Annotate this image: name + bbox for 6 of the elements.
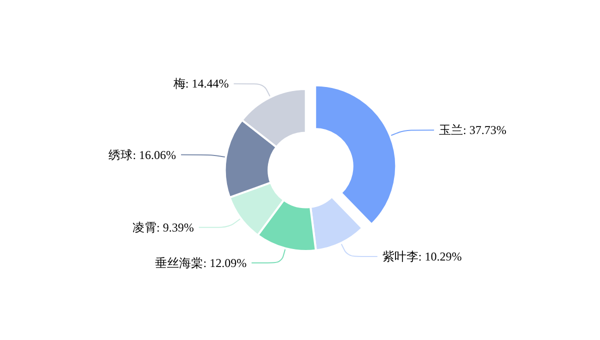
slice-label: 紫叶李: 10.29% (382, 250, 462, 264)
slice-label: 梅: 14.44% (172, 76, 229, 91)
slice-label: 玉兰: 37.73% (439, 123, 506, 138)
slice-label: 垂丝海棠: 12.09% (155, 256, 247, 270)
slice-label: 绣球: 16.06% (108, 148, 176, 162)
slice-label: 凌霄: 9.39% (132, 220, 194, 234)
